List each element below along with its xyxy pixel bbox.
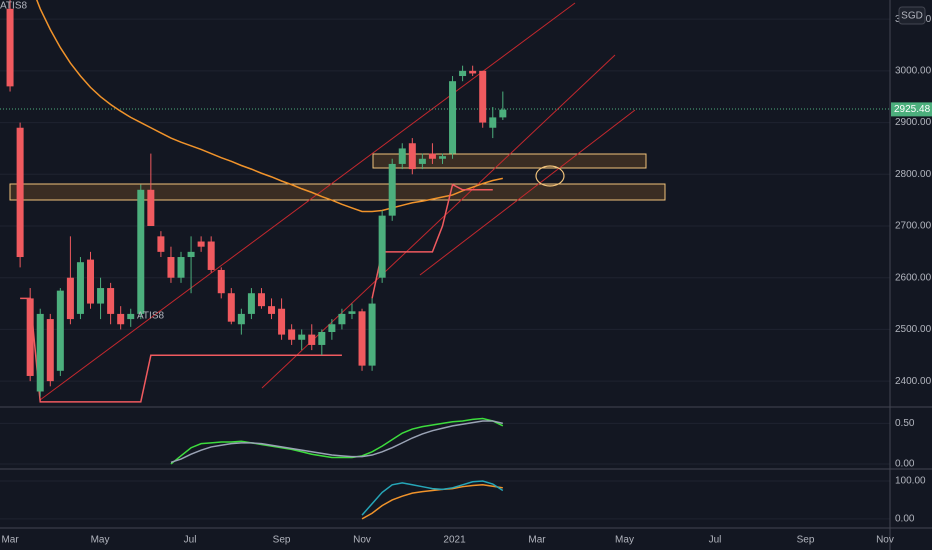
candle-body bbox=[227, 293, 235, 322]
candle-body bbox=[318, 332, 326, 345]
candle-body bbox=[217, 269, 225, 294]
x-tick-label: Mar bbox=[1, 535, 19, 546]
candle-body bbox=[97, 288, 105, 304]
pane bbox=[361, 480, 504, 520]
x-tick-label: Jul bbox=[709, 535, 722, 546]
candle-body bbox=[197, 241, 205, 247]
x-tick-label: May bbox=[91, 535, 110, 546]
candle-body bbox=[26, 298, 34, 376]
line-series bbox=[170, 420, 504, 464]
candle-body bbox=[66, 277, 74, 320]
candle-body bbox=[479, 70, 487, 123]
candle-body bbox=[127, 313, 135, 320]
candle-body bbox=[298, 334, 306, 340]
annotation: ATIS8 bbox=[137, 311, 164, 322]
y-tick-label: 0.50 bbox=[895, 418, 915, 429]
candle-body bbox=[237, 313, 245, 325]
x-tick-label: Mar bbox=[528, 535, 546, 546]
line-series bbox=[371, 183, 493, 299]
candle-body bbox=[378, 215, 386, 278]
plot bbox=[6, 0, 507, 520]
candle-body bbox=[36, 313, 44, 392]
candle-body bbox=[247, 293, 255, 314]
candle-body bbox=[56, 290, 64, 371]
candle-body bbox=[16, 127, 24, 258]
last-price: 2925.48 bbox=[894, 104, 931, 115]
candle-body bbox=[489, 117, 497, 128]
axes: Mar May Jul Sep Nov 2021 Mar May Jul Sep Nov 2400.0… bbox=[1, 14, 932, 546]
candle-body bbox=[87, 259, 95, 304]
pane bbox=[6, 0, 507, 403]
candle-body bbox=[368, 303, 376, 366]
y-tick-label: 0.00 bbox=[895, 459, 915, 470]
candle-body bbox=[147, 189, 155, 226]
candle-body bbox=[107, 288, 115, 314]
circle-mark bbox=[535, 165, 565, 187]
x-tick-label: Jul bbox=[184, 535, 197, 546]
x-tick-label: 2021 bbox=[443, 535, 466, 546]
candle-body bbox=[348, 311, 356, 314]
line-series bbox=[170, 417, 504, 465]
candle-body bbox=[6, 8, 14, 87]
y-tick-label: 2800.00 bbox=[895, 169, 932, 180]
x-tick-label: May bbox=[615, 535, 634, 546]
drawings bbox=[0, 2, 890, 401]
candle-body bbox=[288, 329, 296, 340]
x-tick-label: Sep bbox=[273, 535, 291, 546]
candle-body bbox=[469, 70, 477, 74]
candle-body bbox=[257, 293, 265, 307]
x-tick-label: Sep bbox=[797, 535, 815, 546]
currency-button[interactable] bbox=[898, 6, 926, 25]
candle-body bbox=[137, 189, 145, 314]
candle-body bbox=[76, 262, 84, 314]
candle-body bbox=[157, 236, 165, 252]
candle-body bbox=[499, 109, 507, 118]
y-tick-label: 2500.00 bbox=[895, 324, 932, 335]
y-tick-label: 3000.00 bbox=[895, 65, 932, 76]
y-tick-label: 2900.00 bbox=[895, 117, 932, 128]
candle-body bbox=[177, 257, 185, 278]
candle-body bbox=[428, 153, 436, 159]
candle-body bbox=[187, 251, 195, 258]
trend-line bbox=[39, 2, 576, 401]
line-series bbox=[361, 484, 503, 520]
x-tick-label: Nov bbox=[876, 535, 894, 546]
candle-body bbox=[167, 257, 175, 278]
candle-body bbox=[207, 241, 215, 270]
currency[interactable]: SGD bbox=[901, 11, 923, 22]
y-tick-label: 2700.00 bbox=[895, 221, 932, 232]
y-tick-label: 2600.00 bbox=[895, 272, 932, 283]
candle-body bbox=[117, 313, 125, 325]
line-series bbox=[361, 480, 504, 516]
candle-body bbox=[278, 308, 286, 335]
trend-line bbox=[419, 109, 636, 276]
zone bbox=[9, 183, 666, 201]
line-series bbox=[20, 297, 342, 403]
candle-body bbox=[268, 306, 276, 314]
candle-body bbox=[438, 156, 446, 159]
candle-body bbox=[388, 163, 396, 216]
candle-body bbox=[408, 143, 416, 170]
last-price-tag bbox=[891, 102, 932, 117]
y-tick-label: 100.00 bbox=[895, 476, 926, 487]
candle-body bbox=[449, 81, 457, 154]
candle-body bbox=[338, 313, 346, 325]
candle-body bbox=[328, 324, 336, 333]
pane bbox=[170, 417, 504, 465]
line-series bbox=[36, 0, 503, 213]
candle-body bbox=[46, 319, 54, 382]
y-tick-label: 2400.00 bbox=[895, 376, 932, 387]
candle-body bbox=[459, 70, 467, 77]
candle-body bbox=[358, 311, 366, 366]
candle-body bbox=[418, 158, 426, 164]
y-tick-label: 0.00 bbox=[895, 514, 915, 525]
candle-body bbox=[308, 334, 316, 345]
candle-body bbox=[398, 148, 406, 164]
annotation: ATIS8 bbox=[0, 1, 27, 12]
x-tick-label: Nov bbox=[353, 535, 371, 546]
